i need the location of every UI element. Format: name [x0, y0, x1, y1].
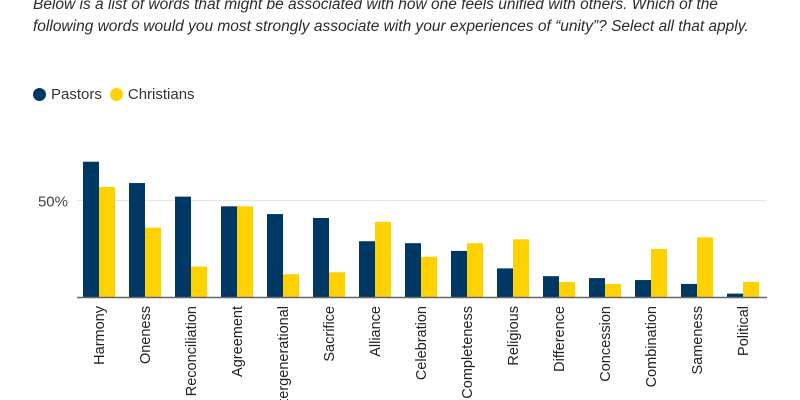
bar-pastors-oneness — [129, 183, 145, 298]
x-tick-label: Religious — [506, 306, 522, 366]
bar-christians-oneness — [145, 227, 161, 298]
bar-christians-completeness — [467, 243, 483, 298]
bar-pastors-concession — [589, 278, 605, 298]
bar-christians-intergenerational — [283, 274, 299, 298]
bar-christians-reconciliation — [191, 266, 207, 298]
bar-christians-combination — [651, 249, 667, 298]
bar-christians-celebration — [421, 256, 437, 298]
bar-christians-political — [743, 281, 759, 298]
bar-pastors-celebration — [405, 243, 421, 298]
x-tick-label: Concession — [598, 306, 614, 382]
bar-christians-sacrifice — [329, 272, 345, 298]
bar-christians-difference — [559, 281, 575, 298]
bar-christians-agreement — [237, 206, 253, 298]
x-tick-label: Oneness — [138, 306, 154, 364]
bar-pastors-sacrifice — [313, 217, 329, 298]
x-tick-label: Combination — [644, 306, 660, 387]
bar-pastors-alliance — [359, 241, 375, 298]
bar-pastors-sameness — [681, 283, 697, 298]
bar-christians-religious — [513, 239, 529, 298]
bar-pastors-combination — [635, 280, 651, 298]
bar-christians-alliance — [375, 221, 391, 298]
legend-label-christians: Christians — [127, 86, 195, 103]
bar-pastors-difference — [543, 276, 559, 298]
legend-item-christians: Christians — [109, 86, 195, 103]
y-tick-label: 50% — [38, 194, 68, 211]
x-tick-label: Completeness — [460, 306, 476, 399]
bar-pastors-harmony — [83, 161, 99, 298]
x-tick-label: Intergenerational — [276, 306, 292, 400]
legend-item-pastors: Pastors — [33, 86, 102, 103]
bar-pastors-political — [727, 293, 743, 298]
legend: Pastors Christians — [33, 86, 203, 103]
legend-swatch-christians — [109, 88, 123, 101]
x-tick-label: Celebration — [414, 306, 430, 380]
x-tick-label: Sacrifice — [322, 306, 338, 362]
x-tick-label: Difference — [552, 306, 568, 372]
bar-pastors-intergenerational — [267, 214, 283, 298]
x-tick-label: Harmony — [92, 305, 108, 365]
legend-swatch-pastors — [33, 88, 46, 101]
bar-christians-concession — [605, 283, 621, 298]
bar-pastors-completeness — [451, 250, 467, 298]
bar-christians-harmony — [99, 186, 115, 298]
bar-pastors-religious — [497, 268, 513, 298]
x-tick-label: Reconciliation — [184, 306, 200, 396]
x-tick-label: Agreement — [230, 306, 246, 377]
legend-label-pastors: Pastors — [51, 86, 102, 103]
x-tick-label: Political — [736, 306, 752, 356]
bar-christians-sameness — [697, 237, 713, 298]
bar-pastors-agreement — [221, 206, 237, 298]
chart-title: Below is a list of words that might be a… — [33, 0, 749, 35]
x-tick-label: Sameness — [690, 306, 706, 375]
bar-pastors-reconciliation — [175, 196, 191, 298]
x-tick-label: Alliance — [368, 306, 384, 357]
